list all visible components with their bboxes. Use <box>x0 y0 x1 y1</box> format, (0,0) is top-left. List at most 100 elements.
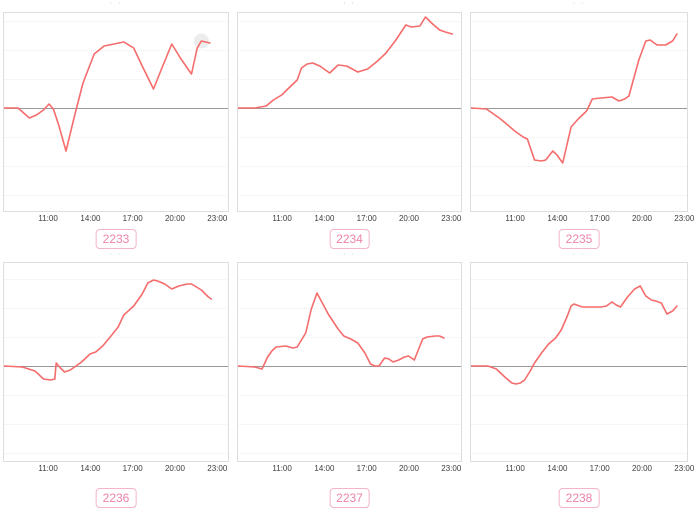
chart-panel-2233[interactable] <box>3 12 229 212</box>
x-axis-2237: 11:00 14:00 17:00 20:00 23:00 <box>237 464 462 476</box>
chart-panel-2234[interactable] <box>237 12 462 212</box>
zero-baseline <box>4 366 228 367</box>
series-line <box>4 40 211 152</box>
gridline <box>471 453 687 454</box>
zero-baseline <box>4 108 228 109</box>
gridline <box>4 308 228 309</box>
gridline <box>238 279 461 280</box>
gridline <box>471 137 687 138</box>
zero-baseline <box>238 108 461 109</box>
gridline <box>4 21 228 22</box>
zero-baseline <box>471 108 687 109</box>
gridline <box>471 195 687 196</box>
line-series-2234 <box>238 16 454 109</box>
gridline <box>471 21 687 22</box>
gridline <box>471 79 687 80</box>
clipped-chart-title-fragment: · · <box>572 0 586 6</box>
x-tick-label: 11:00 <box>38 214 58 223</box>
gridline <box>471 424 687 425</box>
x-tick-label: 17:00 <box>356 214 377 223</box>
x-tick-label: 17:00 <box>356 464 377 473</box>
chart-id-tag-2235[interactable]: 2235 <box>558 229 600 249</box>
x-tick-label: 23:00 <box>207 214 228 223</box>
series-line <box>4 279 213 381</box>
zero-baseline <box>471 366 687 367</box>
gridline <box>471 279 687 280</box>
gridline <box>4 395 228 396</box>
gridline <box>238 424 461 425</box>
x-tick-label: 11:00 <box>272 464 292 473</box>
chart-panel-2235[interactable] <box>470 12 688 212</box>
gridline <box>238 395 461 396</box>
x-tick-label: 11:00 <box>272 214 292 223</box>
chart-id-tag-2238[interactable]: 2238 <box>558 488 600 508</box>
x-tick-label: 14:00 <box>314 214 335 223</box>
x-tick-label: 14:00 <box>80 214 101 223</box>
x-tick-label: 17:00 <box>589 214 610 223</box>
gridline <box>4 79 228 80</box>
x-tick-label: 11:00 <box>38 464 58 473</box>
x-axis-2234: 11:00 14:00 17:00 20:00 23:00 <box>237 214 462 226</box>
x-tick-label: 14:00 <box>547 464 568 473</box>
x-axis-2235: 11:00 14:00 17:00 20:00 23:00 <box>470 214 694 226</box>
series-line <box>471 285 678 385</box>
x-tick-label: 23:00 <box>441 464 462 473</box>
x-tick-label: 11:00 <box>505 464 525 473</box>
x-tick-label: 20:00 <box>398 464 420 473</box>
gridline <box>238 79 461 80</box>
chart-id-tag-2234[interactable]: 2234 <box>329 229 370 249</box>
chart-id-tag-2236[interactable]: 2236 <box>95 488 137 508</box>
gridline <box>4 50 228 51</box>
gridline <box>471 308 687 309</box>
gridline <box>4 279 228 280</box>
gridline <box>4 424 228 425</box>
x-tick-label: 20:00 <box>631 464 653 473</box>
clipped-chart-title-fragment: · · <box>109 0 123 6</box>
chart-id-tag-2233[interactable]: 2233 <box>95 229 137 249</box>
x-tick-label: 17:00 <box>122 214 143 223</box>
line-series-2237 <box>238 292 445 370</box>
x-tick-label: 20:00 <box>631 214 653 223</box>
x-tick-label: 23:00 <box>207 464 228 473</box>
line-series-2236 <box>4 279 213 381</box>
x-tick-label: 14:00 <box>80 464 101 473</box>
x-tick-label: 20:00 <box>398 214 420 223</box>
clipped-chart-title-fragment: · · <box>343 251 356 257</box>
x-axis-2236: 11:00 14:00 17:00 20:00 23:00 <box>3 464 229 476</box>
chart-id-tag-2237[interactable]: 2237 <box>329 488 370 508</box>
gridline <box>471 337 687 338</box>
x-tick-label: 14:00 <box>314 464 335 473</box>
clipped-chart-title-fragment: · · <box>343 0 356 6</box>
x-tick-label: 23:00 <box>674 464 695 473</box>
gridline <box>238 21 461 22</box>
x-tick-label: 23:00 <box>441 214 462 223</box>
gridline <box>238 337 461 338</box>
gridline <box>4 337 228 338</box>
chart-panel-2237[interactable] <box>237 262 462 462</box>
gridline <box>238 195 461 196</box>
line-series-2233 <box>4 33 211 152</box>
x-axis-2238: 11:00 14:00 17:00 20:00 23:00 <box>470 464 694 476</box>
x-tick-label: 17:00 <box>589 464 610 473</box>
chart-panel-2236[interactable] <box>3 262 229 462</box>
gridline <box>238 308 461 309</box>
x-tick-label: 17:00 <box>122 464 143 473</box>
x-axis-2233: 11:00 14:00 17:00 20:00 23:00 <box>3 214 229 226</box>
gridline <box>4 453 228 454</box>
chart-panel-2238[interactable] <box>470 262 688 462</box>
x-tick-label: 20:00 <box>164 464 186 473</box>
gridline <box>471 395 687 396</box>
gridline <box>238 137 461 138</box>
gridline <box>4 137 228 138</box>
x-tick-label: 23:00 <box>674 214 695 223</box>
line-series-2238 <box>471 285 678 385</box>
gridline <box>471 166 687 167</box>
gridline <box>471 50 687 51</box>
gridline <box>238 166 461 167</box>
x-tick-label: 11:00 <box>505 214 525 223</box>
gridline <box>238 453 461 454</box>
clipped-chart-title-fragment: · · <box>109 251 123 257</box>
line-series-2235 <box>471 33 678 164</box>
clipped-chart-title-fragment: · · <box>572 251 586 257</box>
